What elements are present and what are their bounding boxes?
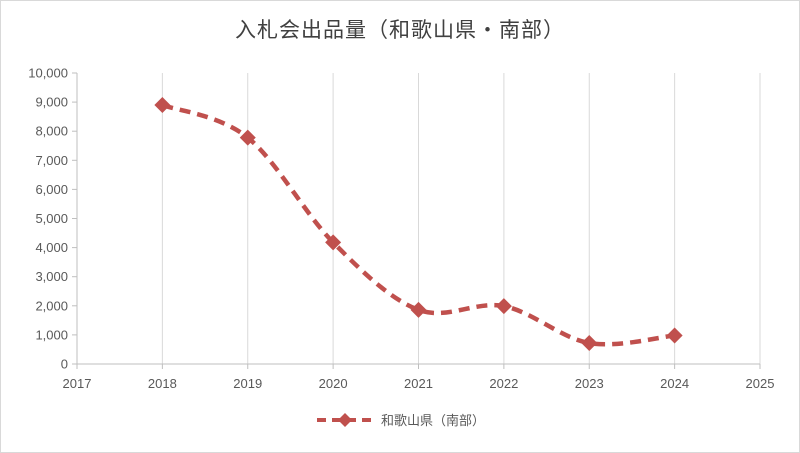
y-tick-label: 1,000 [35, 327, 68, 342]
data-point-diamond [410, 301, 427, 318]
x-tick-label: 2025 [746, 376, 775, 391]
data-point-diamond [239, 129, 256, 146]
y-tick-label: 4,000 [35, 240, 68, 255]
y-tick-label: 3,000 [35, 269, 68, 284]
chart-title: 入札会出品量（和歌山県・南部） [235, 18, 565, 42]
y-tick-label: 8,000 [35, 124, 68, 139]
x-tick-label: 2018 [148, 376, 177, 391]
data-point-diamond [154, 97, 171, 114]
y-tick-label: 7,000 [35, 153, 68, 168]
x-tick-label: 2020 [319, 376, 348, 391]
x-tick-label: 2017 [63, 376, 92, 391]
data-point-diamond [666, 327, 683, 344]
data-point-diamond [325, 234, 342, 251]
x-tick-label: 2022 [489, 376, 518, 391]
y-tick-label: 9,000 [35, 95, 68, 110]
y-tick-label: 5,000 [35, 211, 68, 226]
y-tick-label: 10,000 [28, 66, 68, 81]
x-tick-label: 2023 [575, 376, 604, 391]
y-tick-label: 2,000 [35, 298, 68, 313]
y-tick-label: 0 [61, 357, 68, 372]
x-tick-label: 2021 [404, 376, 433, 391]
legend-marker-icon [316, 412, 373, 427]
data-point-diamond [495, 298, 512, 315]
legend: 和歌山県（南部） [0, 410, 800, 429]
x-tick-label: 2024 [660, 376, 689, 391]
data-point-diamond [581, 335, 598, 352]
legend-label: 和歌山県（南部） [380, 414, 485, 429]
y-tick-label: 6,000 [35, 182, 68, 197]
x-tick-label: 2019 [233, 376, 262, 391]
